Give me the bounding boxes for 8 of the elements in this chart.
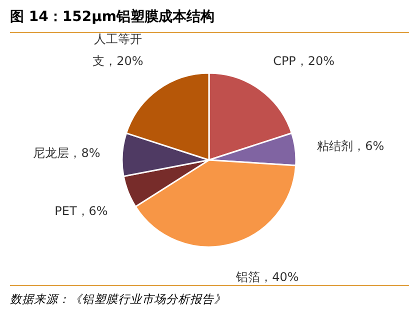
source-note: 数据来源：《铝塑膜行业市场分析报告》 xyxy=(10,292,226,307)
slice-label: CPP，20% xyxy=(273,52,335,70)
slice-label: 粘结剂，6% xyxy=(317,138,384,156)
slice-label: PET，6% xyxy=(54,203,108,220)
slice-label: 铝箔，40% xyxy=(236,268,299,286)
slice-label: 尼龙层，8% xyxy=(33,145,100,162)
chart-title: 图 14：152μm铝塑膜成本结构 xyxy=(10,8,214,26)
slice-label: 人工等开支，20% xyxy=(92,30,144,70)
